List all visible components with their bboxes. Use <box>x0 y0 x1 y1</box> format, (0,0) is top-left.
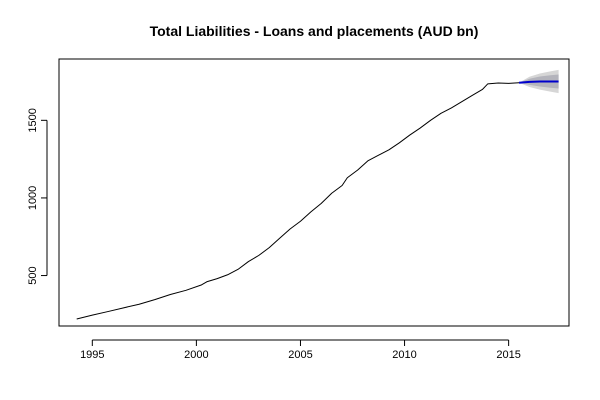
series-lines <box>76 80 559 320</box>
history-line <box>76 82 520 320</box>
chart-title: Total Liabilities - Loans and placements… <box>150 23 479 39</box>
x-tick-label-2015: 2015 <box>496 349 520 361</box>
forecast-line <box>518 80 559 84</box>
x-tick-label-2010: 2010 <box>392 349 416 361</box>
x-tick-label-2005: 2005 <box>288 349 312 361</box>
y-tick-label-1000: 1000 <box>27 186 39 210</box>
y-tick-label-1500: 1500 <box>27 108 39 132</box>
x-axis: 1995 2000 2005 2010 2015 <box>80 339 521 361</box>
plot-frame <box>58 58 570 327</box>
y-axis: 500 1000 1500 <box>27 108 48 285</box>
x-tick-label-1995: 1995 <box>80 349 104 361</box>
x-tick-label-2000: 2000 <box>184 349 208 361</box>
y-tick-label-500: 500 <box>27 266 39 284</box>
